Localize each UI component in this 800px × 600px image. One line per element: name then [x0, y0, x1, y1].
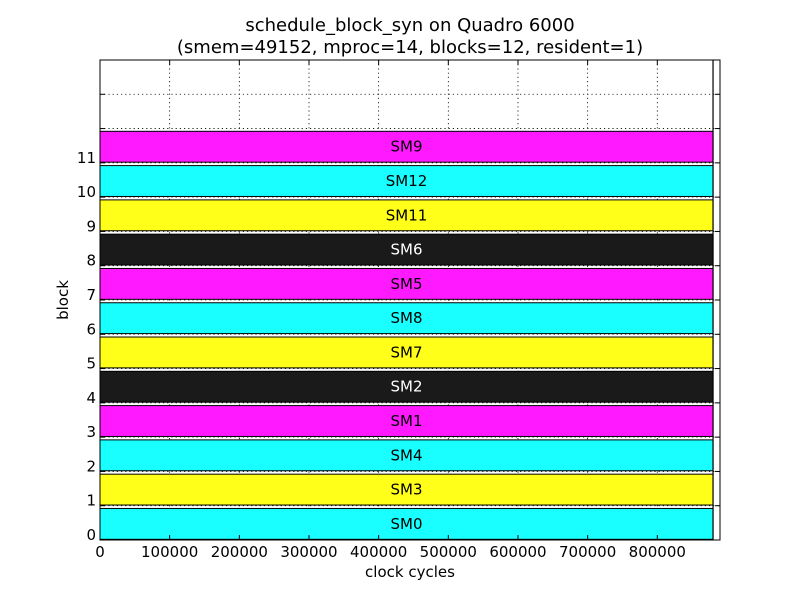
y-tick-label: 9 — [86, 217, 96, 235]
bar-label: SM8 — [391, 309, 423, 327]
y-tick-label: 3 — [86, 423, 96, 441]
x-tick-label: 0 — [95, 543, 105, 561]
bar-block-4: SM2 — [99, 370, 714, 403]
y-tick-label: 8 — [86, 252, 96, 270]
x-tick-label: 100000 — [141, 543, 198, 561]
y-axis-ticks: 0 1 2 3 4 5 6 7 8 9 10 11 — [77, 93, 720, 544]
bar-label: SM11 — [386, 206, 428, 224]
bar-block-2: SM4 — [99, 439, 714, 472]
y-tick-label: 0 — [86, 526, 96, 544]
bar-rect — [99, 507, 714, 540]
bar-label: SM4 — [391, 446, 423, 464]
bar-label: SM12 — [386, 172, 428, 190]
y-tick-label: 4 — [86, 389, 96, 407]
bar-label: SM1 — [391, 412, 423, 430]
x-tick-label: 200000 — [211, 543, 268, 561]
bar-label: SM6 — [391, 241, 423, 259]
bar-rect — [99, 370, 714, 403]
x-tick-label: 600000 — [489, 543, 546, 561]
y-tick-label: 6 — [86, 320, 96, 338]
bar-block-6: SM8 — [99, 302, 714, 335]
bars-group: SM0 SM3 SM4 SM1 SM2 SM7 SM8 SM5 SM6 SM11 SM12 SM9 — [99, 130, 714, 540]
bar-block-5: SM7 — [99, 336, 714, 369]
bar-label: SM7 — [391, 343, 423, 361]
bar-label: SM2 — [391, 378, 423, 396]
y-axis-label: block — [54, 280, 72, 320]
bar-block-8: SM6 — [99, 233, 714, 266]
x-tick-label: 500000 — [420, 543, 477, 561]
bar-rect — [99, 267, 714, 300]
y-tick-label: 7 — [86, 286, 96, 304]
bar-rect — [99, 336, 714, 369]
bar-rect — [99, 302, 714, 335]
bar-block-0: SM0 — [99, 507, 714, 540]
y-tick-label: 11 — [77, 149, 96, 167]
x-tick-label: 700000 — [559, 543, 616, 561]
bar-label: SM0 — [391, 515, 423, 533]
y-tick-label: 2 — [86, 457, 96, 475]
bar-block-11: SM9 — [99, 130, 714, 163]
bar-block-9: SM11 — [99, 199, 714, 232]
bar-block-3: SM1 — [99, 405, 714, 437]
x-tick-label: 400000 — [350, 543, 407, 561]
x-axis-label: clock cycles — [365, 563, 455, 581]
y-tick-label: 5 — [86, 355, 96, 373]
bar-rect — [99, 199, 714, 232]
bar-rect — [99, 165, 714, 197]
bar-label: SM9 — [391, 138, 423, 156]
bar-block-7: SM5 — [99, 267, 714, 300]
bar-block-10: SM12 — [99, 165, 714, 197]
chart-subtitle: (smem=49152, mproc=14, blocks=12, reside… — [177, 37, 643, 58]
y-tick-label: 1 — [86, 492, 96, 510]
bar-rect — [99, 130, 714, 163]
bar-label: SM3 — [391, 481, 423, 499]
x-tick-label: 800000 — [629, 543, 686, 561]
x-axis-ticks: 0 100000 200000 300000 400000 500000 600000 700… — [95, 60, 686, 561]
bar-block-1: SM3 — [99, 473, 714, 506]
chart-title: schedule_block_syn on Quadro 6000 — [245, 15, 574, 36]
y-tick-label: 10 — [77, 183, 96, 201]
x-tick-label: 300000 — [280, 543, 337, 561]
bar-label: SM5 — [391, 275, 423, 293]
